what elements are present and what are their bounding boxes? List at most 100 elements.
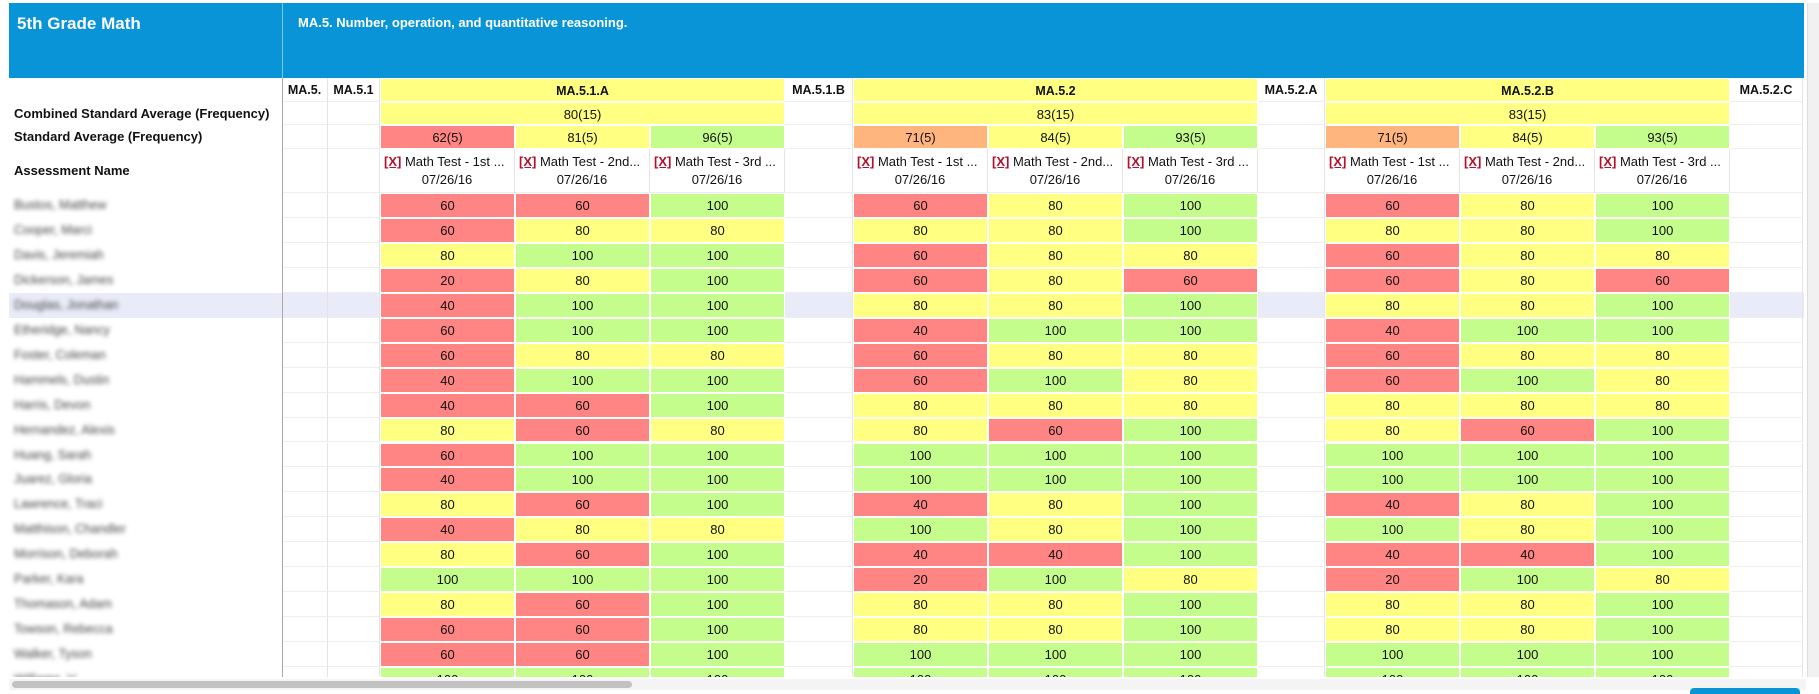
student-name: Davis, Jeremiah: [14, 247, 104, 262]
score-cell: 80: [380, 242, 515, 268]
assessment-date: 07/26/16: [1501, 172, 1553, 187]
score-cell: 100: [853, 517, 988, 543]
score-cell: 100: [650, 642, 785, 668]
score-cell: 100: [515, 242, 650, 268]
score-cell: 100: [650, 367, 785, 393]
empty-cell: [1258, 467, 1325, 493]
score-cell: 60: [515, 193, 650, 218]
empty-cell: [1258, 442, 1325, 468]
assessment-date: 07/26/16: [421, 172, 473, 187]
empty-cell: [785, 317, 853, 343]
score-cell: 60: [1325, 342, 1460, 368]
empty-cell: [282, 267, 328, 293]
empty-cell: [1730, 642, 1803, 668]
score-cell: 100: [1595, 542, 1730, 568]
standard-average: 93(5): [1123, 125, 1258, 149]
empty-cell: [1730, 542, 1803, 568]
empty-cell: [785, 592, 853, 618]
score-cell: 100: [1123, 417, 1258, 443]
standard-code: MA.5.1.B: [785, 78, 853, 102]
standard-code: MA.5.: [282, 78, 328, 102]
assessment-name: Math Test - 3rd ...: [674, 154, 776, 169]
corner-tab: [1690, 688, 1800, 694]
score-cell: 100: [1123, 467, 1258, 493]
empty-cell: [1258, 149, 1325, 193]
score-cell: 100: [650, 492, 785, 518]
assessment-line: [X] Math Test - 3rd ...: [1123, 153, 1257, 171]
score-cell: 100: [380, 567, 515, 593]
empty-cell: [1258, 517, 1325, 543]
score-cell: 80: [853, 292, 988, 318]
vertical-scrollbar[interactable]: [1807, 3, 1819, 677]
remove-link[interactable]: [X]: [1599, 154, 1617, 169]
assessment-name: Math Test - 2nd...: [1484, 154, 1586, 169]
assessment-line: [X] Math Test - 3rd ...: [1595, 153, 1729, 171]
score-cell: 80: [1595, 567, 1730, 593]
assessment-date: 07/26/16: [691, 172, 743, 187]
remove-link[interactable]: [X]: [519, 154, 537, 169]
score-cell: 60: [853, 367, 988, 393]
score-cell: 80: [988, 242, 1123, 268]
remove-link[interactable]: [X]: [992, 154, 1010, 169]
empty-cell: [1258, 292, 1325, 318]
empty-cell: [328, 492, 380, 518]
empty-cell: [328, 292, 380, 318]
row-label: Standard Average (Frequency): [14, 129, 203, 144]
empty-cell: [328, 125, 380, 149]
score-cell: 100: [650, 617, 785, 643]
assessment-date: 07/26/16: [556, 172, 608, 187]
assessment-line: [X] Math Test - 1st ...: [380, 153, 514, 171]
assessment-date: 07/26/16: [1636, 172, 1688, 187]
empty-cell: [328, 517, 380, 543]
standard-average: 84(5): [988, 125, 1123, 149]
score-cell: 80: [1325, 292, 1460, 318]
remove-link[interactable]: [X]: [1464, 154, 1482, 169]
score-cell: 100: [650, 242, 785, 268]
score-cell: 100: [1460, 317, 1595, 343]
score-cell: 80: [515, 517, 650, 543]
remove-link[interactable]: [X]: [857, 154, 875, 169]
score-cell: 80: [853, 617, 988, 643]
empty-cell: [282, 317, 328, 343]
score-cell: 100: [988, 442, 1123, 468]
empty-cell: [1730, 317, 1803, 343]
score-grid: Combined Standard Average (Frequency) Sta…: [9, 78, 1804, 677]
score-cell: 80: [853, 592, 988, 618]
score-cell: 80: [853, 217, 988, 243]
assessment-line: [X] Math Test - 2nd...: [988, 153, 1122, 171]
score-cell: 100: [1123, 617, 1258, 643]
assessment-name: Math Test - 1st ...: [1349, 154, 1450, 169]
empty-cell: [1730, 342, 1803, 368]
score-cell: 100: [1595, 517, 1730, 543]
score-cell: 100: [988, 667, 1123, 677]
score-cell: 100: [1460, 642, 1595, 668]
score-cell: 40: [1325, 317, 1460, 343]
score-cell: 80: [650, 217, 785, 243]
combined-average: 80(15): [380, 102, 785, 125]
remove-link[interactable]: [X]: [1127, 154, 1145, 169]
empty-cell: [282, 102, 328, 125]
scroll-thumb[interactable]: [12, 681, 632, 688]
horizontal-scrollbar[interactable]: [9, 679, 1806, 690]
score-cell: 100: [1123, 193, 1258, 218]
empty-cell: [1730, 242, 1803, 268]
remove-link[interactable]: [X]: [1329, 154, 1347, 169]
remove-link[interactable]: [X]: [384, 154, 402, 169]
remove-link[interactable]: [X]: [654, 154, 672, 169]
score-cell: 80: [1460, 242, 1595, 268]
score-cell: 40: [1325, 492, 1460, 518]
score-cell: 100: [1595, 667, 1730, 677]
empty-cell: [282, 417, 328, 443]
standard-average: 81(5): [515, 125, 650, 149]
score-cell: 80: [853, 392, 988, 418]
score-cell: 60: [853, 267, 988, 293]
assessment-date: 07/26/16: [1164, 172, 1216, 187]
empty-cell: [282, 592, 328, 618]
score-cell: 80: [650, 417, 785, 443]
score-cell: 80: [1595, 367, 1730, 393]
score-cell: 80: [1123, 392, 1258, 418]
student-name: Harris, Devon: [14, 397, 91, 412]
score-cell: 100: [1123, 317, 1258, 343]
empty-cell: [1730, 193, 1803, 218]
score-cell: 100: [1460, 467, 1595, 493]
